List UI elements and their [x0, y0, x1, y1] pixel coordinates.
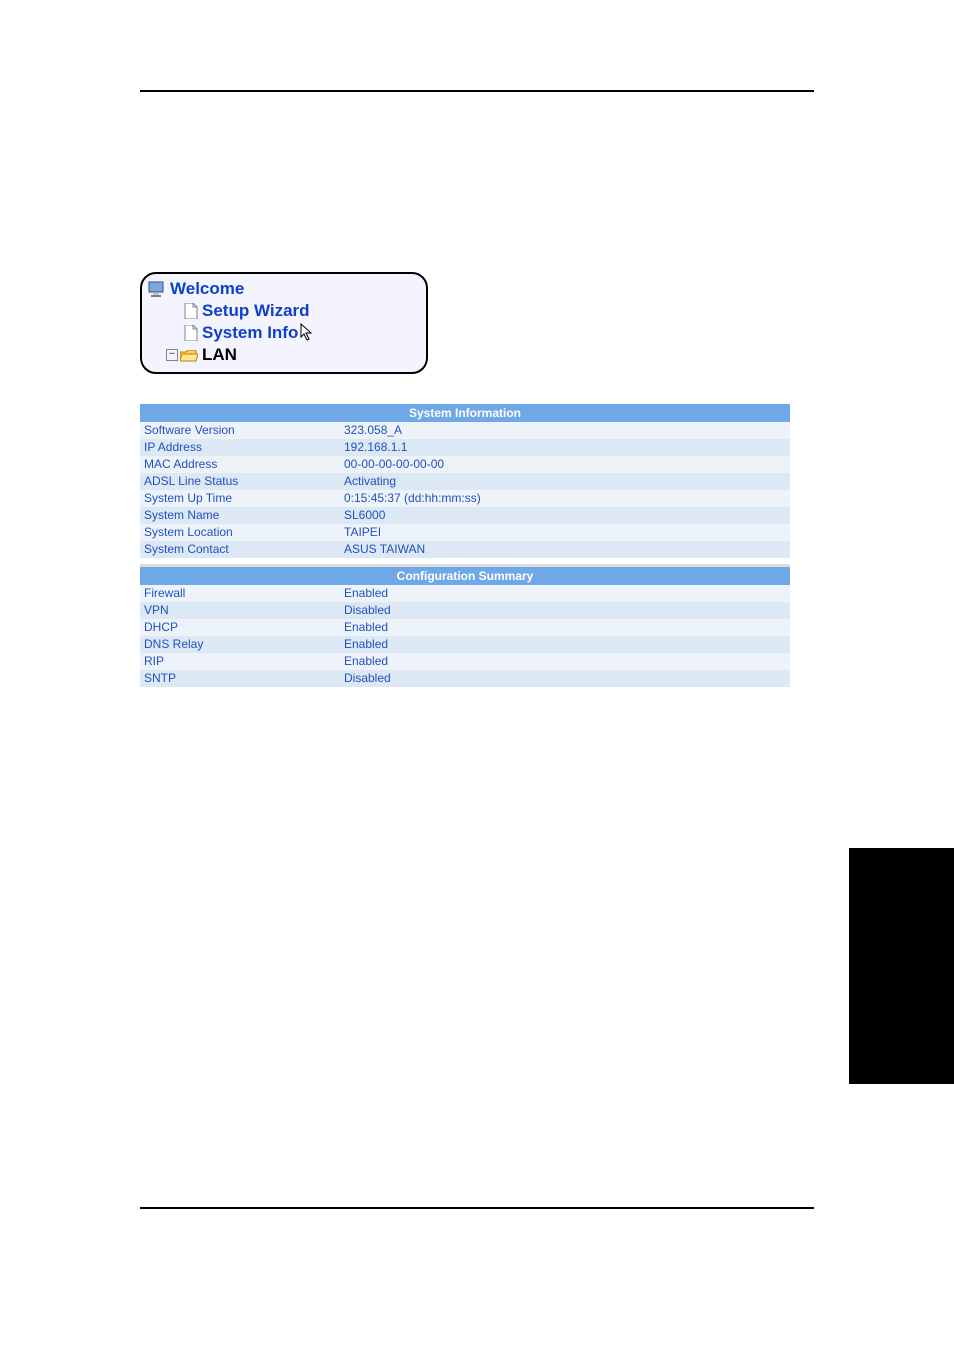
- nav-item-system-info[interactable]: System Info: [148, 322, 420, 344]
- document-icon: [184, 325, 198, 341]
- table-row: System Contact ASUS TAIWAN: [140, 541, 790, 558]
- sysinfo-label: System Contact: [140, 541, 340, 558]
- config-value: Disabled: [340, 670, 790, 687]
- nav-item-setup-wizard[interactable]: Setup Wizard: [148, 300, 420, 322]
- config-summary-header: Configuration Summary: [140, 567, 790, 585]
- sysinfo-value: SL6000: [340, 507, 790, 524]
- system-information-table: System Information Software Version 323.…: [140, 404, 790, 558]
- sysinfo-value: ASUS TAIWAN: [340, 541, 790, 558]
- nav-setup-wizard-label: Setup Wizard: [202, 300, 310, 322]
- monitor-icon: [148, 281, 166, 297]
- sysinfo-value: 0:15:45:37 (dd:hh:mm:ss): [340, 490, 790, 507]
- bottom-horizontal-rule: [140, 1207, 814, 1209]
- configuration-summary-table: Configuration Summary Firewall Enabled V…: [140, 567, 790, 687]
- nav-welcome-label: Welcome: [170, 278, 244, 300]
- sysinfo-label: System Name: [140, 507, 340, 524]
- page-content: Welcome Setup Wizard System Info −: [0, 0, 954, 1269]
- config-label: SNTP: [140, 670, 340, 687]
- config-value: Enabled: [340, 653, 790, 670]
- tables-container: System Information Software Version 323.…: [140, 404, 790, 687]
- config-label: DNS Relay: [140, 636, 340, 653]
- table-row: MAC Address 00-00-00-00-00-00: [140, 456, 790, 473]
- config-label: VPN: [140, 602, 340, 619]
- nav-tree-panel: Welcome Setup Wizard System Info −: [140, 272, 428, 374]
- nav-item-welcome[interactable]: Welcome: [148, 278, 420, 300]
- system-info-header: System Information: [140, 404, 790, 422]
- config-value: Enabled: [340, 636, 790, 653]
- table-row: RIP Enabled: [140, 653, 790, 670]
- sysinfo-label: MAC Address: [140, 456, 340, 473]
- table-row: System Up Time 0:15:45:37 (dd:hh:mm:ss): [140, 490, 790, 507]
- sysinfo-value: TAIPEI: [340, 524, 790, 541]
- sysinfo-value: Activating: [340, 473, 790, 490]
- sysinfo-label: IP Address: [140, 439, 340, 456]
- page-wrapper: Welcome Setup Wizard System Info −: [0, 0, 954, 1269]
- table-row: Firewall Enabled: [140, 585, 790, 602]
- table-row: DNS Relay Enabled: [140, 636, 790, 653]
- config-value: Enabled: [340, 585, 790, 602]
- table-row: DHCP Enabled: [140, 619, 790, 636]
- config-value: Enabled: [340, 619, 790, 636]
- document-icon: [184, 303, 198, 319]
- config-label: Firewall: [140, 585, 340, 602]
- table-row: VPN Disabled: [140, 602, 790, 619]
- table-row: ADSL Line Status Activating: [140, 473, 790, 490]
- table-row: SNTP Disabled: [140, 670, 790, 687]
- sysinfo-value: 323.058_A: [340, 422, 790, 439]
- sysinfo-label: ADSL Line Status: [140, 473, 340, 490]
- sysinfo-value: 192.168.1.1: [340, 439, 790, 456]
- config-label: DHCP: [140, 619, 340, 636]
- folder-open-icon: [180, 348, 198, 362]
- cursor-icon: [300, 323, 314, 343]
- config-label: RIP: [140, 653, 340, 670]
- nav-lan-label: LAN: [202, 344, 237, 366]
- table-row: Software Version 323.058_A: [140, 422, 790, 439]
- top-horizontal-rule: [140, 90, 814, 92]
- nav-system-info-label: System Info: [202, 322, 298, 344]
- tree-collapse-icon[interactable]: −: [166, 349, 178, 361]
- config-value: Disabled: [340, 602, 790, 619]
- table-row: System Location TAIPEI: [140, 524, 790, 541]
- nav-item-lan[interactable]: − LAN: [148, 344, 420, 366]
- sysinfo-label: System Location: [140, 524, 340, 541]
- sysinfo-label: Software Version: [140, 422, 340, 439]
- table-row: IP Address 192.168.1.1: [140, 439, 790, 456]
- table-row: System Name SL6000: [140, 507, 790, 524]
- sysinfo-label: System Up Time: [140, 490, 340, 507]
- right-black-tab: [849, 848, 954, 1084]
- sysinfo-value: 00-00-00-00-00-00: [340, 456, 790, 473]
